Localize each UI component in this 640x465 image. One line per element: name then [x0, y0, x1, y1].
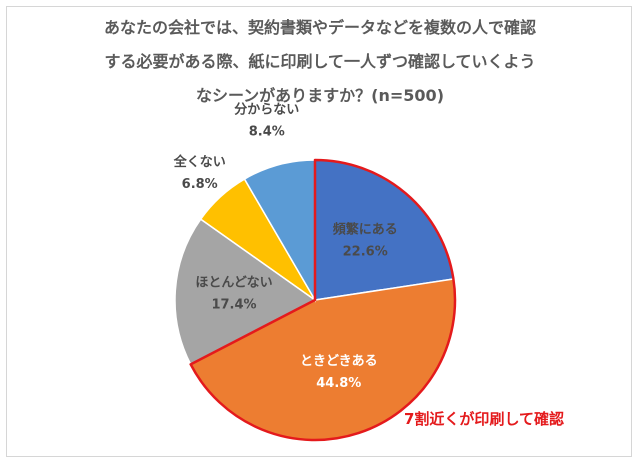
- slice-value-unknown: 8.4%: [249, 125, 285, 140]
- slice-value-rarely: 17.4%: [211, 297, 256, 312]
- callout-annotation: 7割近くが印刷して確認: [404, 410, 564, 428]
- chart-title-line-1: あなたの会社では、契約書類やデータなどを複数の人で確認: [103, 18, 536, 37]
- slice-labels: 頻繁にある 22.6% ときどきある 44.8% ほとんどない 17.4% 全くない 6.8%…: [173, 102, 398, 392]
- chart-title-line-3: なシーンがありますか？(n=500): [195, 86, 445, 105]
- slice-label-never: 全くない: [173, 154, 226, 170]
- slice-label-frequent: 頻繁にある: [333, 222, 398, 238]
- slice-value-sometimes: 44.8%: [316, 376, 361, 391]
- pie-slice-rarely: [174, 218, 317, 366]
- slice-label-rarely: ほとんどない: [195, 275, 272, 290]
- slice-value-frequent: 22.6%: [343, 245, 388, 260]
- highlight-outline: [189, 158, 457, 442]
- slice-label-unknown: 分からない: [234, 102, 299, 118]
- slice-value-never: 6.8%: [182, 177, 218, 192]
- chart-title-line-2: する必要がある際、紙に印刷して一人ずつ確認していくよう: [104, 52, 536, 71]
- pie-slices: [174, 159, 456, 441]
- slice-label-sometimes: ときどきある: [300, 354, 378, 369]
